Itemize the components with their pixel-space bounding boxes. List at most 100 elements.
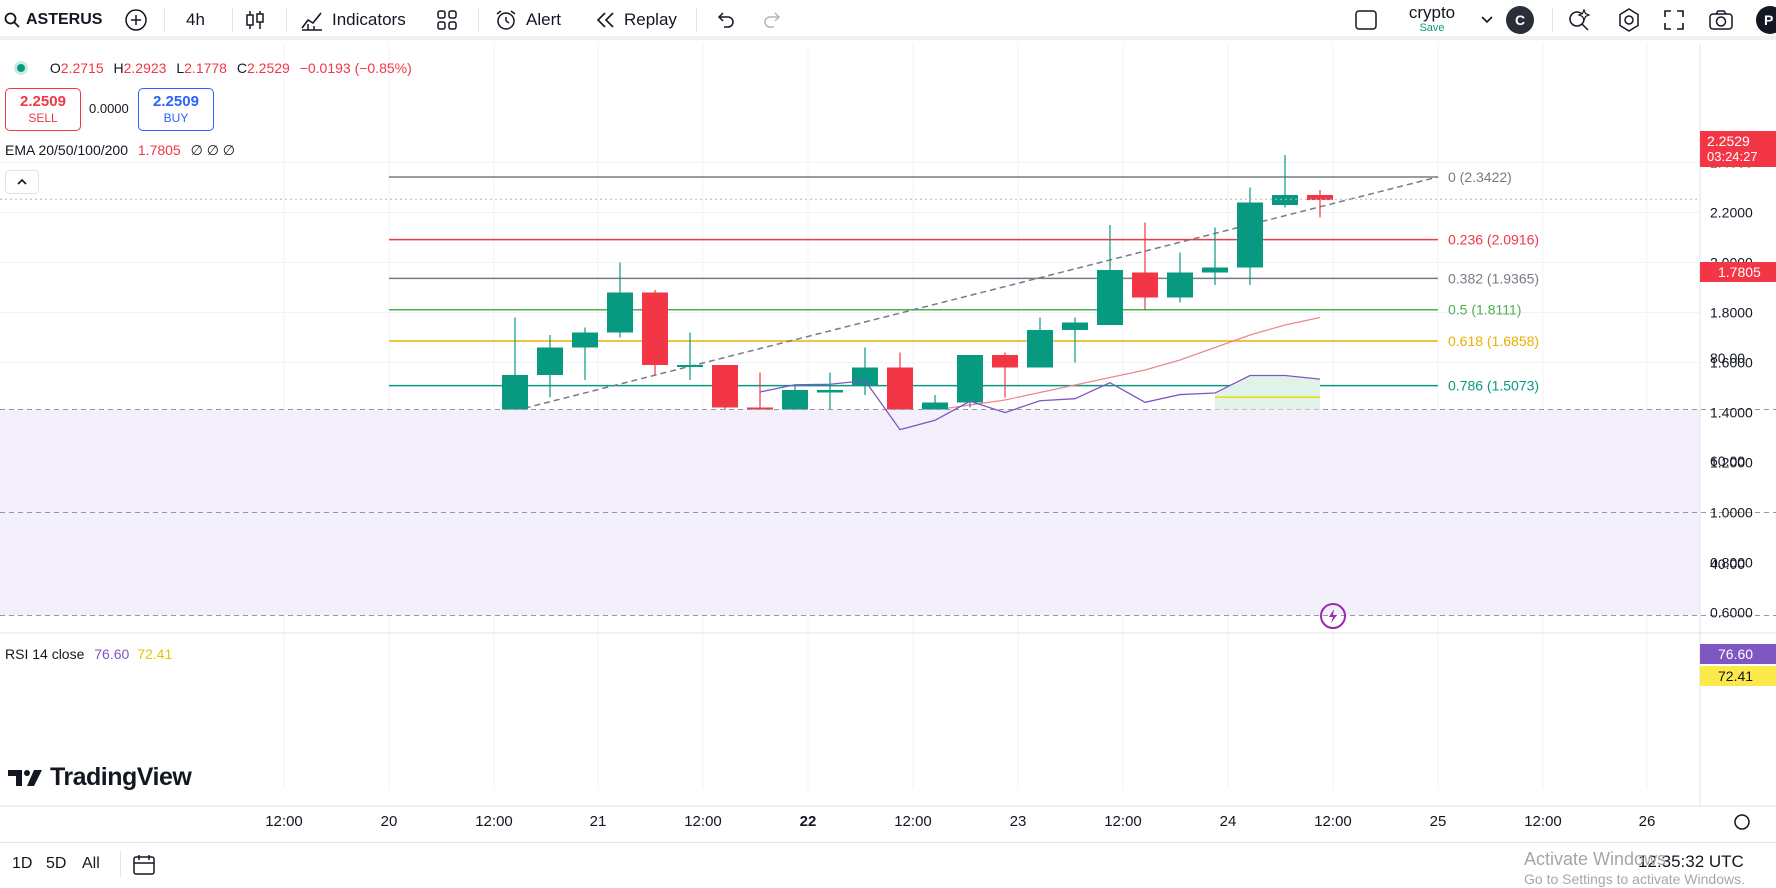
grid-icon bbox=[436, 9, 458, 31]
rsi-value-badge: 76.60 bbox=[1700, 644, 1776, 664]
time-tick-label: 12:00 bbox=[1524, 813, 1562, 830]
layout-save-status: Save bbox=[1419, 22, 1445, 34]
indicators-button[interactable]: Indicators bbox=[300, 6, 406, 34]
rsi-pane: 80.00 60.00 40.00 bbox=[0, 350, 1776, 616]
close-label: C bbox=[236, 60, 247, 76]
windows-activation-title: Activate Windows bbox=[1524, 849, 1667, 869]
candles-icon bbox=[244, 8, 266, 32]
layout-name-button[interactable]: crypto Save bbox=[1404, 3, 1460, 34]
time-tick-label: 12:00 bbox=[1314, 813, 1352, 830]
top-toolbar: ASTERUS 4h Indicators bbox=[0, 0, 1776, 40]
buy-label: BUY bbox=[163, 111, 189, 125]
spread-value: 0.0000 bbox=[89, 101, 129, 116]
layout-select-checkbox[interactable] bbox=[1354, 6, 1378, 34]
time-tick-label: 26 bbox=[1639, 813, 1656, 830]
sell-price: 2.2509 bbox=[20, 93, 66, 110]
high-value: 2.2923 bbox=[123, 60, 167, 76]
time-tick-label: 12:00 bbox=[894, 813, 932, 830]
market-status-dot bbox=[14, 61, 28, 76]
axis-settings-icon bbox=[1734, 814, 1750, 830]
price-tick-label: 0.8000 bbox=[1710, 555, 1753, 571]
price-tick-label: 1.8000 bbox=[1710, 305, 1753, 321]
redo-button[interactable] bbox=[762, 6, 784, 34]
price-tick-label: 2.2000 bbox=[1710, 205, 1753, 221]
tradingview-mark-icon bbox=[8, 769, 42, 786]
snapshot-button[interactable] bbox=[1708, 6, 1734, 34]
sell-button[interactable]: 2.2509 SELL bbox=[5, 88, 81, 131]
last-price-badge: 2.2529 03:24:27 bbox=[1700, 131, 1776, 167]
search-icon bbox=[4, 12, 20, 28]
redo-icon bbox=[762, 9, 784, 31]
ema-legend[interactable]: EMA 20/50/100/200 1.7805 ∅ ∅ ∅ bbox=[5, 142, 235, 159]
low-value: 2.1778 bbox=[184, 60, 227, 76]
symbol-search-button[interactable]: ASTERUS bbox=[4, 6, 102, 34]
open-label: O bbox=[49, 60, 61, 76]
ema-label: EMA 20/50/100/200 bbox=[5, 142, 128, 158]
replay-button[interactable]: Replay bbox=[596, 6, 677, 34]
layout-dropdown-button[interactable] bbox=[1480, 6, 1494, 34]
ema-price-badge: 1.7805 bbox=[1700, 262, 1776, 282]
candle-body bbox=[677, 365, 703, 367]
clock-utc[interactable]: 12:35:32 UTC bbox=[1638, 852, 1744, 871]
lightning-event-icon[interactable] bbox=[1320, 603, 1346, 629]
quick-search-button[interactable] bbox=[1566, 6, 1592, 34]
go-to-date-button[interactable] bbox=[132, 853, 156, 882]
candle-body bbox=[1097, 270, 1123, 325]
buy-price: 2.2509 bbox=[153, 93, 199, 110]
time-tick-label: 24 bbox=[1220, 813, 1237, 830]
rsi-value: 76.60 bbox=[94, 646, 130, 662]
candle-body bbox=[852, 367, 878, 385]
calendar-icon bbox=[132, 855, 156, 881]
price-tick-label: 1.4000 bbox=[1710, 405, 1753, 421]
rsi-overbought-fill bbox=[1215, 375, 1320, 410]
range-all-button[interactable]: All bbox=[82, 855, 100, 872]
profile-avatar[interactable]: P bbox=[1756, 6, 1776, 34]
settings-button[interactable] bbox=[1616, 6, 1642, 34]
indicators-icon bbox=[300, 8, 324, 32]
low-label: L bbox=[176, 60, 185, 76]
open-value: 2.2715 bbox=[60, 60, 104, 76]
change-value: −0.0193 (−0.85%) bbox=[299, 60, 412, 76]
price-tick-label: 1.0000 bbox=[1710, 505, 1753, 521]
candle-body bbox=[957, 355, 983, 403]
buy-button[interactable]: 2.2509 BUY bbox=[138, 88, 214, 131]
range-5d-button[interactable]: 5D bbox=[46, 855, 67, 872]
plus-circle-icon bbox=[124, 8, 148, 32]
rsi-polyline bbox=[759, 374, 1321, 431]
rsi-ma-value: 72.41 bbox=[137, 646, 173, 662]
chart-canvas[interactable]: 0 (2.3422) 0.236 (2.0916) 0.382 (1.9365) 0.… bbox=[0, 44, 1776, 842]
rsi-legend[interactable]: RSI 14 close 76.60 72.41 bbox=[5, 646, 172, 662]
time-tick-label: 12:00 bbox=[265, 813, 303, 830]
candle-body bbox=[572, 332, 598, 348]
rsi-tick-label: 40.00 bbox=[1710, 556, 1745, 572]
candle-body bbox=[1027, 330, 1053, 368]
user-avatar[interactable]: C bbox=[1506, 6, 1534, 34]
candle-body bbox=[712, 365, 738, 408]
alarm-clock-icon bbox=[494, 8, 518, 32]
range-1d-button[interactable]: 1D bbox=[12, 855, 33, 872]
time-tick-label: 25 bbox=[1430, 813, 1447, 830]
ema-other-values: ∅ ∅ ∅ bbox=[190, 142, 235, 158]
gear-icon bbox=[1616, 7, 1642, 33]
fullscreen-button[interactable] bbox=[1662, 6, 1686, 34]
templates-button[interactable] bbox=[436, 6, 458, 34]
alert-button[interactable]: Alert bbox=[494, 6, 561, 34]
price-tick-label: 1.2000 bbox=[1710, 455, 1753, 471]
candle-body bbox=[1202, 267, 1228, 273]
collapse-legend-button[interactable] bbox=[5, 170, 39, 194]
windows-activation-text: Go to Settings to activate Windows. bbox=[1524, 871, 1745, 887]
compare-symbol-button[interactable] bbox=[124, 6, 148, 34]
interval-button[interactable]: 4h bbox=[186, 10, 205, 29]
trend-line-segment bbox=[388, 176, 1439, 444]
fullscreen-icon bbox=[1662, 8, 1686, 32]
fib-level-label: 0.5 (1.8111) bbox=[1448, 302, 1521, 318]
candle-body bbox=[1307, 195, 1333, 200]
candle-body bbox=[607, 292, 633, 333]
chart-type-button[interactable] bbox=[244, 6, 266, 34]
fib-level-label: 0.382 (1.9365) bbox=[1448, 270, 1539, 286]
symbol-name: ASTERUS bbox=[26, 11, 103, 28]
trend-line[interactable] bbox=[388, 176, 1439, 444]
undo-button[interactable] bbox=[714, 6, 736, 34]
chevron-up-icon bbox=[15, 178, 29, 197]
